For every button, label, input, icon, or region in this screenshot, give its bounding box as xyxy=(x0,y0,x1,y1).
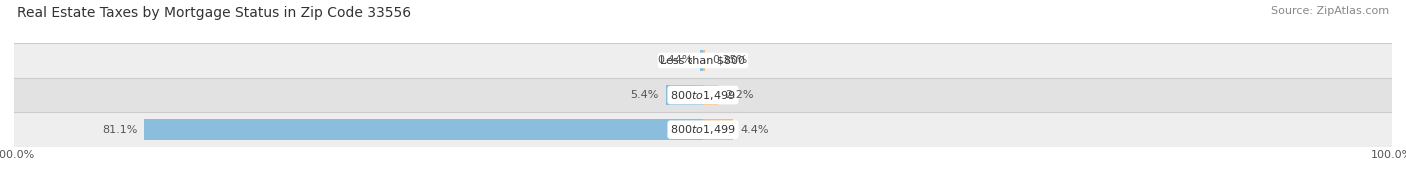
Text: Less than $800: Less than $800 xyxy=(661,55,745,65)
Bar xyxy=(145,119,703,140)
Text: 0.44%: 0.44% xyxy=(658,55,693,65)
Text: 0.35%: 0.35% xyxy=(713,55,748,65)
Text: $800 to $1,499: $800 to $1,499 xyxy=(671,89,735,102)
Text: 2.2%: 2.2% xyxy=(725,90,754,100)
Text: 4.4%: 4.4% xyxy=(740,125,769,135)
Text: $800 to $1,499: $800 to $1,499 xyxy=(671,123,735,136)
Text: Real Estate Taxes by Mortgage Status in Zip Code 33556: Real Estate Taxes by Mortgage Status in … xyxy=(17,6,411,20)
Bar xyxy=(14,112,1392,147)
Bar xyxy=(703,119,734,140)
Bar xyxy=(703,50,706,71)
Bar xyxy=(666,85,703,105)
Bar xyxy=(703,85,718,105)
Text: 5.4%: 5.4% xyxy=(630,90,659,100)
Bar xyxy=(700,50,703,71)
Text: 81.1%: 81.1% xyxy=(103,125,138,135)
Bar xyxy=(14,78,1392,112)
Bar xyxy=(14,43,1392,78)
Text: Source: ZipAtlas.com: Source: ZipAtlas.com xyxy=(1271,6,1389,16)
